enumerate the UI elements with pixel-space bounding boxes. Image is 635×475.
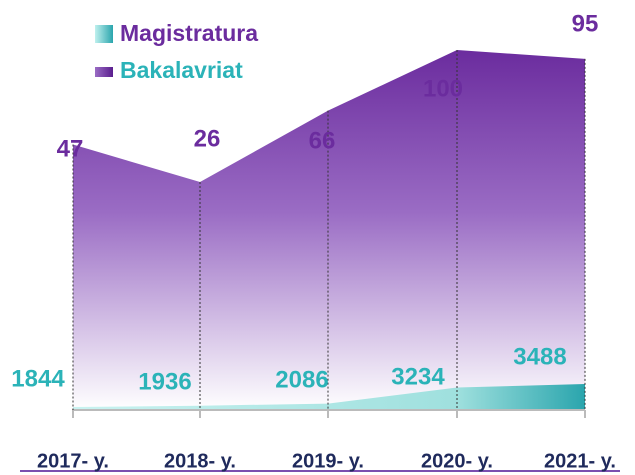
x-tick-label: 2018- y.	[164, 450, 236, 472]
area	[73, 50, 585, 410]
value-label: 3234	[391, 363, 445, 390]
value-label: 66	[309, 127, 336, 154]
legend-label: Bakalavriat	[120, 57, 243, 83]
value-label: 2086	[275, 366, 328, 393]
value-label: 26	[194, 125, 221, 152]
value-label: 95	[572, 10, 599, 37]
x-tick-label: 2017- y.	[37, 450, 109, 472]
x-tick-label: 2021- y.	[544, 450, 616, 472]
x-tick-label: 2020- y.	[421, 450, 493, 472]
legend-swatch	[95, 67, 113, 77]
value-label: 47	[57, 135, 84, 162]
value-label: 100	[423, 75, 463, 102]
value-label: 3488	[513, 343, 566, 370]
legend-swatch	[95, 25, 113, 43]
legend-label: Magistratura	[120, 20, 258, 46]
value-label: 1844	[11, 365, 65, 392]
value-label: 1936	[138, 368, 191, 395]
x-tick-label: 2019- y.	[292, 450, 364, 472]
